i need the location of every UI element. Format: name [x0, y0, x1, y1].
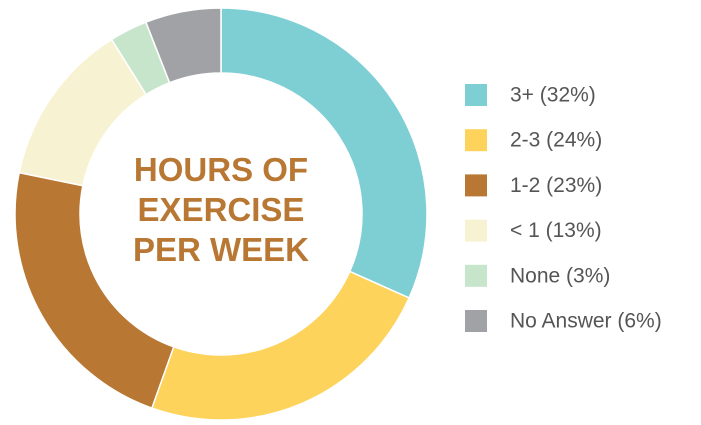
chart-title: HOURS OF EXERCISE PER WEEK: [132, 151, 310, 268]
legend-swatch: [465, 219, 487, 242]
legend-swatch: [465, 129, 487, 152]
legend-swatch: [465, 264, 487, 287]
donut-slice: [150, 270, 411, 421]
legend-swatch: [465, 174, 487, 197]
legend-label: No Answer (6%): [510, 310, 662, 333]
legend-label: None (3%): [510, 264, 610, 287]
legend-label: < 1 (13%): [510, 219, 602, 242]
donut-slice: [144, 7, 222, 84]
legend-label: 1-2 (23%): [510, 174, 602, 197]
donut-slice: [220, 7, 428, 299]
legend-label: 2-3 (24%): [510, 129, 602, 152]
legend-swatch: [465, 310, 487, 332]
legend-swatch: [465, 84, 487, 106]
legend-label: 3+ (32%): [510, 84, 596, 107]
